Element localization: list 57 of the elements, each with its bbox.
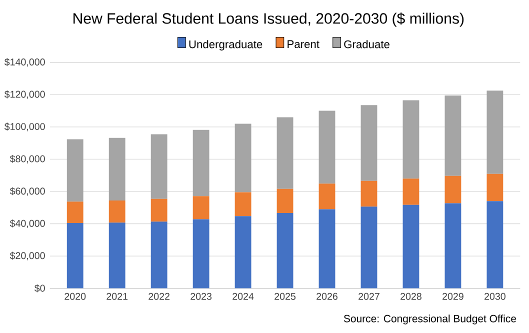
chart-title: New Federal Student Loans Issued, 2020-2030 ($ millions)	[74, 12, 464, 27]
bar	[402, 204, 420, 288]
x-tick-label: 2025	[274, 292, 296, 300]
bar	[150, 222, 168, 288]
y-tick-label: $20,000	[10, 252, 45, 260]
x-tick-label: 2022	[148, 292, 170, 300]
bar	[66, 222, 84, 288]
x-tick-label: 2026	[316, 292, 338, 300]
bar	[360, 105, 378, 181]
bar	[108, 138, 126, 201]
source-note: Source: Congressional Budget Office	[344, 314, 516, 324]
x-tick-label: 2029	[442, 292, 464, 300]
bar	[486, 90, 504, 174]
bar	[402, 100, 420, 179]
bar	[360, 180, 378, 207]
x-tick-label: 2020	[64, 292, 86, 300]
x-tick-label: 2024	[232, 292, 254, 300]
bar	[234, 216, 252, 288]
legend-label: Undergraduate	[189, 40, 262, 50]
y-tick-label: $120,000	[4, 90, 45, 99]
y-tick-label: $60,000	[10, 187, 45, 196]
bar	[192, 219, 210, 288]
bar	[108, 222, 126, 288]
bar	[192, 196, 210, 220]
bar	[444, 95, 462, 176]
bar	[486, 174, 504, 202]
y-tick-label: $40,000	[10, 220, 45, 228]
bar	[108, 200, 126, 223]
x-tick-label: 2023	[190, 292, 212, 300]
bar	[402, 178, 420, 205]
x-tick-label: 2028	[400, 292, 422, 300]
bar	[66, 139, 84, 202]
bar	[150, 198, 168, 222]
legend-label: Graduate	[344, 40, 390, 48]
bar	[486, 201, 504, 288]
bar	[318, 110, 336, 184]
bar	[150, 134, 168, 199]
bar	[234, 124, 252, 192]
bar	[318, 184, 336, 210]
y-tick-label: $140,000	[4, 58, 45, 67]
y-tick-label: $80,000	[10, 154, 45, 164]
bar	[276, 117, 294, 189]
y-tick-label: $100,000	[4, 122, 45, 132]
bar	[444, 176, 462, 204]
x-tick-label: 2030	[484, 292, 506, 300]
bar	[444, 203, 462, 288]
bar	[276, 212, 294, 288]
bar	[276, 188, 294, 213]
bar	[192, 130, 210, 196]
bar	[234, 192, 252, 216]
x-tick-label: 2021	[106, 292, 128, 300]
bar	[360, 206, 378, 288]
x-tick-label: 2027	[358, 292, 380, 300]
y-tick-label: $0	[34, 284, 45, 292]
bar	[66, 202, 84, 223]
legend-label: Parent	[288, 40, 320, 48]
bar	[318, 209, 336, 288]
